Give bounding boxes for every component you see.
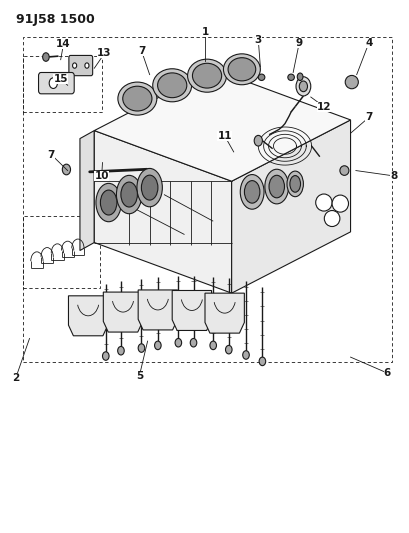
Ellipse shape [339,166,348,175]
Circle shape [138,344,144,352]
Ellipse shape [223,54,260,85]
Text: 14: 14 [56,39,71,49]
Text: 6: 6 [383,368,390,378]
Ellipse shape [187,59,226,92]
Ellipse shape [141,175,157,200]
Ellipse shape [121,182,137,207]
Ellipse shape [264,169,288,204]
Ellipse shape [240,175,263,209]
Ellipse shape [244,181,259,203]
Ellipse shape [289,175,300,192]
Polygon shape [172,290,211,330]
Ellipse shape [118,82,157,115]
Polygon shape [231,120,350,293]
Text: 4: 4 [364,38,372,47]
Circle shape [117,346,124,355]
Text: 11: 11 [217,131,231,141]
Ellipse shape [137,168,162,207]
Text: 2: 2 [12,374,19,383]
Bar [22,56,102,112]
Text: 15: 15 [53,74,68,84]
Text: 8: 8 [389,171,396,181]
Ellipse shape [324,211,339,227]
Polygon shape [94,69,350,181]
Text: 7: 7 [364,112,372,122]
Circle shape [62,164,70,175]
Circle shape [258,357,265,366]
Circle shape [154,341,161,350]
Ellipse shape [152,69,191,102]
Circle shape [299,81,307,92]
FancyBboxPatch shape [69,55,92,76]
Circle shape [254,135,262,146]
Ellipse shape [268,175,284,198]
Polygon shape [68,296,108,336]
Polygon shape [204,293,244,333]
Text: 3: 3 [254,35,261,45]
Text: 13: 13 [97,49,112,58]
Polygon shape [103,292,142,332]
Ellipse shape [227,58,255,81]
Ellipse shape [315,194,331,211]
Ellipse shape [157,73,187,98]
Circle shape [102,352,109,360]
Polygon shape [94,131,231,293]
Ellipse shape [287,74,294,80]
Text: 10: 10 [94,171,109,181]
Text: 12: 12 [316,102,330,111]
Polygon shape [138,290,177,330]
Circle shape [72,63,76,68]
Polygon shape [80,131,94,251]
Ellipse shape [122,86,152,111]
Ellipse shape [192,63,221,88]
Ellipse shape [96,183,121,222]
Ellipse shape [344,75,357,88]
Circle shape [297,73,302,80]
Ellipse shape [258,74,264,80]
Text: 5: 5 [135,371,143,381]
Ellipse shape [100,190,117,215]
Ellipse shape [116,175,142,214]
Circle shape [225,345,231,354]
Circle shape [49,78,57,88]
Text: 9: 9 [295,38,302,47]
Circle shape [175,338,181,347]
Text: 91J58 1500: 91J58 1500 [16,13,94,26]
Ellipse shape [286,171,303,197]
Bar [22,37,391,362]
Text: 1: 1 [201,27,208,37]
Circle shape [43,53,49,61]
Bar [22,216,100,288]
Text: 7: 7 [137,46,145,55]
Text: 7: 7 [47,150,55,159]
Circle shape [85,63,89,68]
Ellipse shape [331,195,348,212]
FancyBboxPatch shape [38,72,74,94]
Circle shape [209,341,216,350]
Circle shape [190,338,196,347]
Circle shape [295,77,310,96]
Circle shape [242,351,249,359]
